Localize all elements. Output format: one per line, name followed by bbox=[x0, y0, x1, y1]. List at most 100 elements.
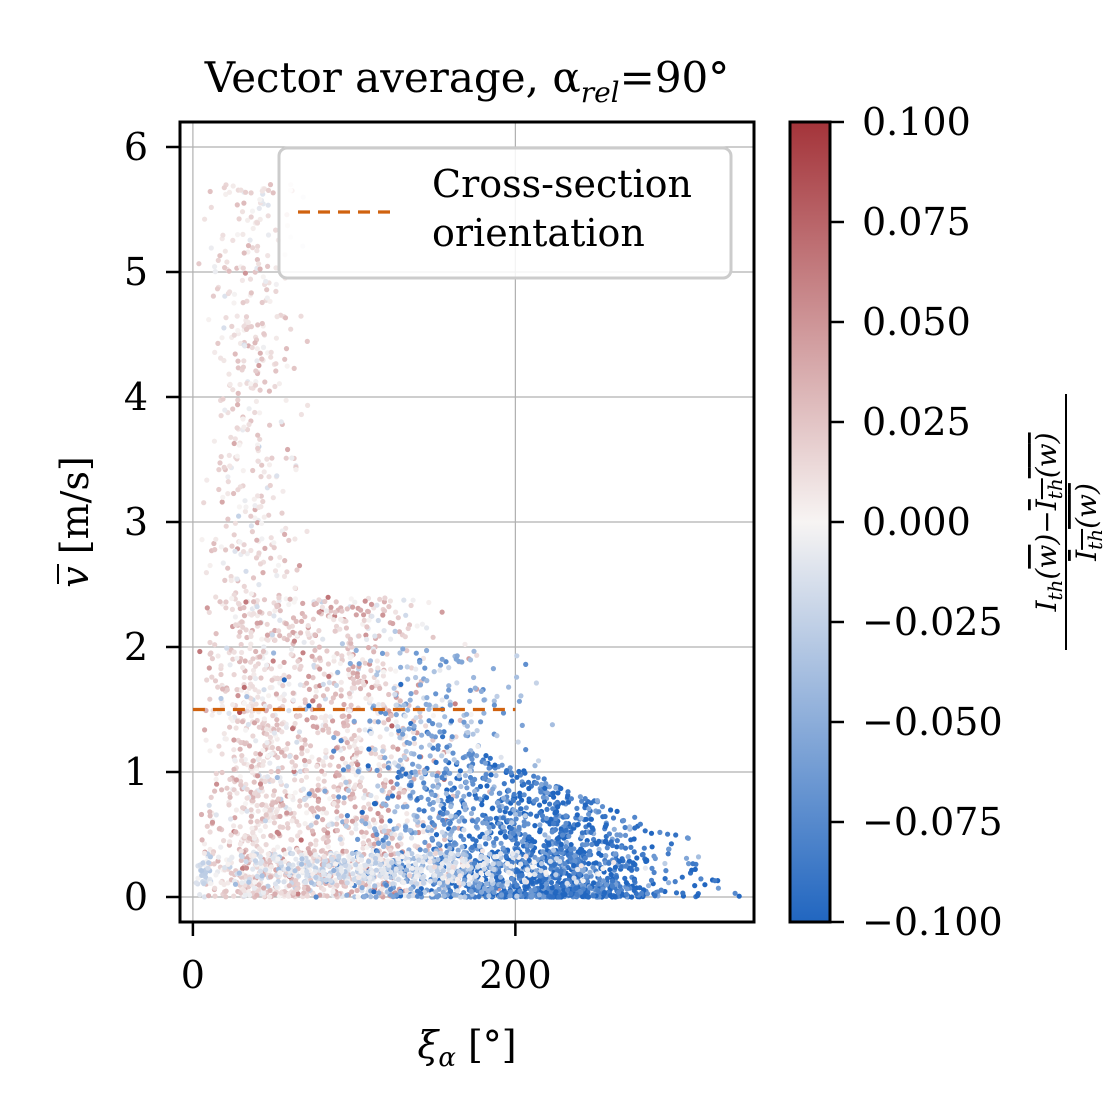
scatter-point bbox=[320, 759, 326, 765]
scatter-point bbox=[393, 719, 399, 725]
scatter-point bbox=[341, 795, 347, 801]
scatter-point bbox=[623, 880, 630, 886]
scatter-point bbox=[464, 785, 470, 791]
scatter-point bbox=[404, 664, 410, 670]
scatter-point bbox=[261, 331, 267, 337]
scatter-point bbox=[240, 805, 246, 811]
scatter-point bbox=[382, 711, 389, 717]
scatter-point bbox=[361, 834, 367, 840]
scatter-point bbox=[469, 818, 476, 824]
scatter-point bbox=[417, 682, 424, 688]
scatter-point bbox=[439, 829, 445, 835]
scatter-point bbox=[349, 889, 355, 895]
scatter-point bbox=[403, 748, 409, 755]
scatter-point bbox=[443, 659, 449, 665]
scatter-point bbox=[336, 763, 342, 769]
scatter-point bbox=[255, 458, 261, 464]
scatter-point bbox=[248, 819, 254, 825]
scatter-point bbox=[244, 694, 250, 700]
scatter-point bbox=[518, 806, 524, 812]
scatter-point bbox=[442, 836, 448, 843]
scatter-point bbox=[378, 856, 384, 863]
scatter-point bbox=[346, 713, 352, 720]
scatter-point bbox=[243, 568, 249, 574]
scatter-point bbox=[235, 487, 241, 493]
scatter-point bbox=[281, 879, 287, 885]
scatter-point bbox=[199, 837, 205, 843]
scatter-point bbox=[413, 689, 419, 695]
scatter-point bbox=[207, 809, 213, 815]
scatter-point bbox=[201, 841, 208, 847]
scatter-point bbox=[426, 843, 432, 849]
scatter-point bbox=[366, 746, 372, 752]
scatter-point bbox=[426, 718, 432, 724]
scatter-point bbox=[448, 850, 454, 857]
scatter-point bbox=[458, 783, 464, 790]
scatter-point bbox=[702, 882, 708, 888]
scatter-point bbox=[477, 843, 483, 849]
scatter-point bbox=[237, 539, 243, 545]
scatter-point bbox=[226, 710, 232, 717]
scatter-point bbox=[254, 248, 260, 254]
scatter-point bbox=[312, 793, 318, 799]
scatter-point bbox=[397, 698, 403, 704]
scatter-point bbox=[485, 871, 491, 877]
scatter-point bbox=[317, 666, 323, 672]
scatter-point bbox=[514, 674, 520, 680]
scatter-point bbox=[253, 368, 259, 374]
scatter-point bbox=[662, 860, 668, 867]
scatter-point bbox=[305, 623, 311, 629]
scatter-point bbox=[272, 881, 279, 887]
scatter-point bbox=[461, 801, 468, 807]
scatter-point bbox=[389, 860, 395, 866]
scatter-point bbox=[232, 520, 238, 526]
scatter-point bbox=[379, 650, 386, 657]
scatter-point bbox=[239, 854, 245, 860]
scatter-point bbox=[666, 846, 672, 852]
scatter-point bbox=[277, 663, 283, 670]
scatter-point bbox=[594, 798, 601, 804]
scatter-point bbox=[302, 762, 308, 768]
scatter-point bbox=[411, 740, 418, 747]
scatter-point bbox=[255, 432, 261, 438]
scatter-point bbox=[304, 748, 310, 754]
scatter-point bbox=[495, 800, 501, 806]
scatter-point bbox=[302, 700, 308, 706]
scatter-point bbox=[623, 891, 630, 898]
scatter-point bbox=[223, 547, 229, 553]
scatter-point bbox=[433, 759, 439, 766]
scatter-point bbox=[223, 605, 229, 611]
scatter-point bbox=[266, 512, 272, 518]
scatter-point bbox=[241, 613, 248, 619]
scatter-point bbox=[608, 871, 614, 878]
scatter-point bbox=[279, 721, 285, 727]
scatter-point bbox=[248, 381, 254, 387]
scatter-point bbox=[424, 695, 430, 701]
scatter-point bbox=[462, 818, 468, 824]
scatter-point bbox=[196, 261, 202, 267]
scatter-point bbox=[332, 628, 338, 634]
scatter-point bbox=[427, 815, 433, 821]
scatter-point bbox=[232, 757, 238, 763]
scatter-point bbox=[246, 421, 252, 428]
scatter-point bbox=[287, 846, 293, 852]
scatter-point bbox=[224, 687, 230, 693]
scatter-point bbox=[272, 383, 278, 390]
scatter-point bbox=[227, 662, 233, 668]
scatter-point bbox=[359, 775, 365, 781]
scatter-point bbox=[397, 870, 404, 876]
scatter-point bbox=[321, 671, 327, 677]
scatter-point bbox=[605, 875, 611, 881]
scatter-point bbox=[228, 816, 234, 822]
scatter-point bbox=[539, 861, 545, 867]
scatter-point bbox=[338, 693, 344, 699]
scatter-point bbox=[462, 641, 468, 648]
scatter-point bbox=[542, 832, 548, 838]
scatter-point bbox=[270, 855, 276, 861]
scatter-point bbox=[262, 703, 268, 709]
scatter-point bbox=[293, 856, 299, 862]
scatter-point bbox=[351, 743, 357, 749]
scatter-point bbox=[392, 691, 398, 697]
scatter-point bbox=[248, 807, 254, 813]
scatter-point bbox=[218, 879, 224, 886]
